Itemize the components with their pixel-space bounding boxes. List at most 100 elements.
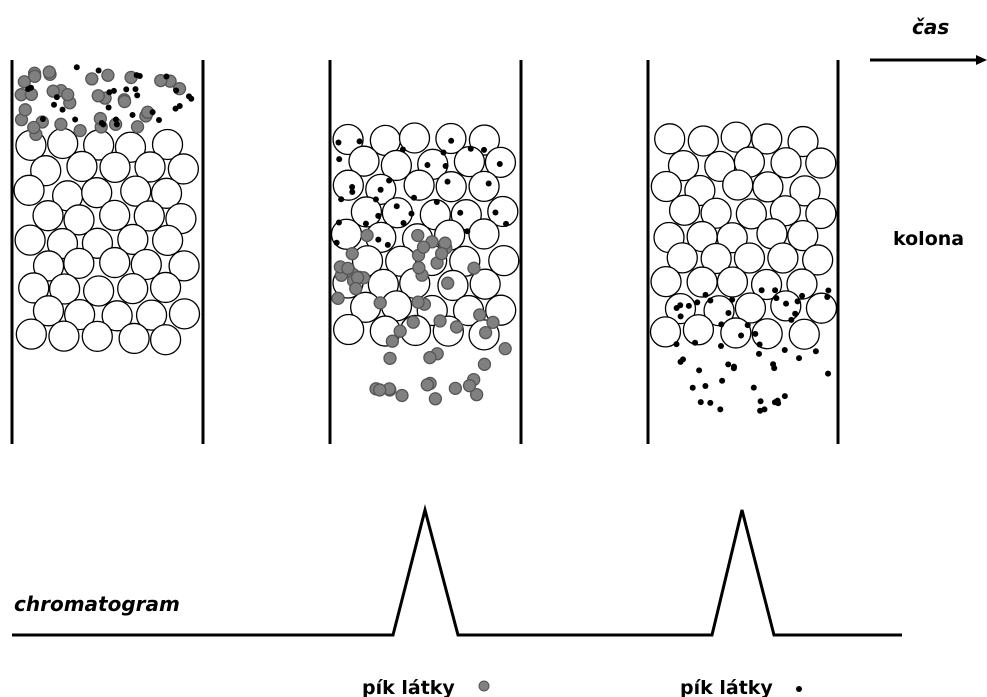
packing-bead bbox=[48, 320, 80, 352]
column-3 bbox=[646, 60, 840, 444]
packing-bead bbox=[18, 272, 50, 304]
packing-bead bbox=[130, 248, 162, 281]
packing-bead bbox=[380, 149, 413, 182]
packing-bead bbox=[752, 171, 784, 203]
black-substance-particle bbox=[702, 382, 709, 389]
black-substance-particle bbox=[719, 377, 726, 384]
black-substance-particle bbox=[761, 406, 768, 413]
packing-bead bbox=[650, 170, 682, 203]
black-substance-particle bbox=[377, 186, 384, 193]
black-substance-particle bbox=[356, 138, 363, 145]
packing-bead bbox=[700, 197, 732, 229]
gray-substance-particle bbox=[406, 315, 420, 329]
packing-bead bbox=[664, 292, 697, 325]
black-substance-particle bbox=[677, 302, 684, 309]
gray-substance-particle bbox=[412, 261, 426, 275]
black-substance-particle bbox=[386, 177, 393, 184]
black-substance-particle bbox=[825, 370, 832, 377]
column-2 bbox=[328, 60, 523, 444]
black-substance-particle bbox=[794, 298, 801, 305]
packing-bead bbox=[468, 170, 500, 203]
packing-bead bbox=[767, 242, 799, 274]
black-substance-particle bbox=[362, 220, 369, 227]
gray-substance-legend-icon bbox=[478, 680, 490, 692]
black-substance-particle bbox=[503, 220, 510, 227]
black-substance-particle bbox=[132, 86, 139, 93]
black-substance-particle bbox=[792, 310, 799, 317]
packing-bead bbox=[150, 177, 183, 209]
gray-substance-particle bbox=[416, 240, 431, 254]
black-substance-particle bbox=[375, 236, 382, 243]
packing-bead bbox=[81, 177, 113, 209]
black-substance-particle bbox=[744, 322, 751, 329]
packing-bead bbox=[151, 224, 184, 257]
black-substance-particle bbox=[696, 367, 703, 374]
packing-bead bbox=[720, 121, 752, 153]
black-substance-particle bbox=[338, 196, 345, 203]
packing-bead bbox=[118, 322, 150, 355]
packing-bead bbox=[654, 123, 686, 155]
gray-substance-particle bbox=[411, 228, 425, 243]
gray-substance-particle bbox=[469, 387, 484, 402]
black-substance-particle bbox=[771, 399, 778, 406]
black-substance-particle bbox=[50, 101, 57, 108]
gray-substance-particle bbox=[433, 314, 447, 328]
packing-bead bbox=[805, 197, 837, 230]
black-substance-particle bbox=[335, 139, 342, 146]
gray-substance-particle bbox=[42, 65, 56, 79]
gray-substance-particle bbox=[473, 308, 487, 322]
black-substance-particle bbox=[123, 86, 130, 93]
gray-substance-particle bbox=[85, 72, 99, 86]
black-substance-particle bbox=[333, 239, 340, 246]
packing-bead bbox=[720, 317, 752, 349]
black-substance-particle bbox=[39, 116, 46, 123]
black-substance-particle bbox=[758, 287, 765, 294]
black-substance-particle bbox=[481, 146, 488, 153]
black-substance-particle bbox=[725, 310, 732, 317]
packing-bead bbox=[101, 300, 133, 332]
black-substance-particle bbox=[400, 220, 407, 227]
black-substance-particle bbox=[738, 332, 745, 339]
column-1-particles bbox=[13, 64, 201, 356]
black-substance-particle bbox=[781, 393, 788, 400]
black-substance-particle bbox=[725, 361, 732, 368]
gray-substance-particle bbox=[373, 296, 387, 310]
black-substance-particle bbox=[110, 87, 117, 94]
gray-substance-particle bbox=[373, 383, 387, 397]
black-substance-particle bbox=[707, 297, 714, 304]
black-substance-particle bbox=[718, 342, 725, 349]
black-substance-particle bbox=[799, 292, 806, 299]
packing-bead bbox=[716, 222, 748, 254]
gray-substance-particle bbox=[441, 276, 455, 290]
gray-substance-particle bbox=[449, 320, 464, 334]
gray-substance-particle bbox=[349, 281, 363, 296]
packing-bead bbox=[751, 318, 783, 350]
black-substance-particle bbox=[444, 178, 451, 185]
packing-bead bbox=[48, 273, 81, 305]
black-substance-particle bbox=[697, 399, 704, 406]
black-substance-particle bbox=[717, 406, 724, 413]
black-substance-particle bbox=[718, 321, 725, 328]
black-substance-particle bbox=[129, 111, 136, 118]
packing-bead bbox=[332, 313, 365, 346]
packing-bead bbox=[99, 199, 131, 232]
packing-bead bbox=[435, 171, 467, 203]
black-substance-particle bbox=[729, 296, 736, 303]
gray-substance-particle bbox=[477, 357, 492, 371]
gray-substance-particle bbox=[91, 89, 105, 103]
packing-bead bbox=[650, 265, 682, 298]
black-substance-particle bbox=[149, 109, 156, 116]
black-substance-particle bbox=[372, 196, 379, 203]
black-substance-legend-icon bbox=[796, 686, 802, 692]
packing-bead bbox=[63, 204, 95, 236]
black-substance-particle bbox=[677, 313, 684, 320]
black-substance-particle bbox=[757, 398, 764, 405]
black-substance-particle bbox=[95, 67, 102, 74]
black-substance-particle bbox=[408, 210, 415, 217]
packing-bead bbox=[168, 250, 200, 282]
packing-bead bbox=[770, 147, 802, 179]
packing-bead bbox=[82, 275, 115, 307]
black-substance-particle bbox=[442, 163, 449, 170]
black-substance-particle bbox=[105, 104, 112, 111]
packing-bead bbox=[716, 266, 749, 298]
